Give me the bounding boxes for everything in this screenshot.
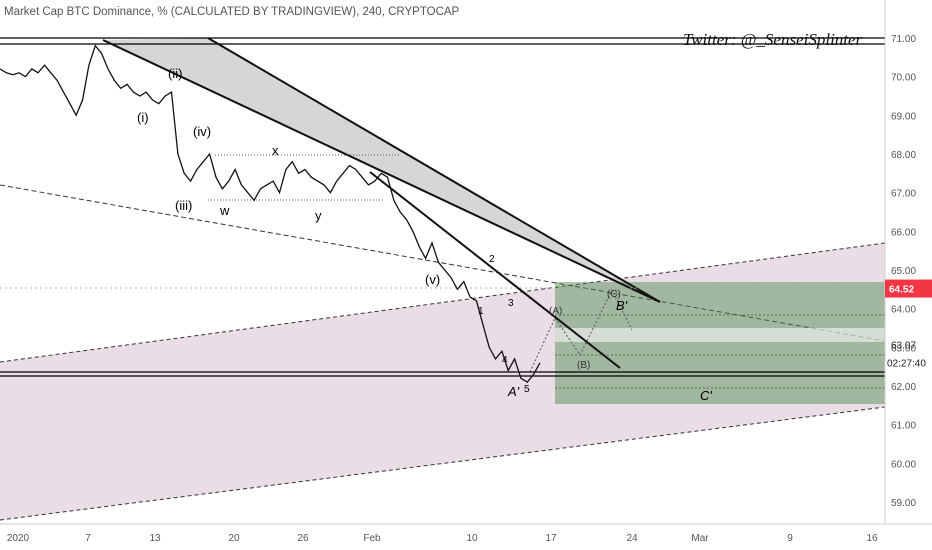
annotation-label: (ii) [168, 66, 182, 81]
projection-path [529, 288, 633, 373]
annotation-label: A' [507, 384, 520, 399]
x-tick-label: 10 [466, 533, 478, 544]
y-tick-label: 63.00 [891, 343, 916, 354]
x-tick-label: 26 [297, 533, 309, 544]
chart-title: Market Cap BTC Dominance, % (CALCULATED … [4, 6, 460, 18]
x-tick-label: 13 [149, 533, 161, 544]
x-tick-label: Mar [691, 533, 709, 544]
annotation-label: 2 [489, 254, 495, 265]
x-tick-label: 24 [626, 533, 638, 544]
x-tick-label: 20 [228, 533, 240, 544]
x-tick-label: 16 [866, 533, 878, 544]
annotation-label: (v) [425, 272, 440, 287]
x-tick-label: 17 [545, 533, 557, 544]
annotation-label: y [315, 208, 322, 223]
dashed-trendline [0, 184, 886, 342]
steep-downtrend-line [369, 171, 621, 369]
annotation-layer: (i) (ii) (iii) (iv) (v) w x y 1 2 3 4 5 A' B' C' (A) (B) (… [137, 66, 712, 403]
y-tick-label: 65.00 [891, 266, 916, 277]
x-tick-label: 2020 [7, 533, 30, 544]
y-tick-label: 70.00 [891, 73, 916, 84]
annotation-label: w [219, 203, 230, 218]
annotation-label: B' [616, 298, 628, 313]
channel-fill [0, 243, 885, 520]
annotation-label: (iv) [193, 124, 211, 139]
target-box-band [555, 328, 885, 342]
annotation-label: (B) [577, 360, 590, 371]
annotation-label: 3 [508, 298, 514, 309]
y-tick-label: 68.00 [891, 150, 916, 161]
annotation-label: (i) [137, 110, 149, 125]
channel-layer [0, 38, 886, 521]
level-label: 63.07 [891, 341, 916, 352]
y-tick-label: 61.00 [891, 421, 916, 432]
x-tick-label: Feb [363, 533, 381, 544]
price-badge-label: 64.52 [889, 285, 914, 296]
annotation-label: (A) [549, 306, 562, 317]
watermark-text: Twitter: @_SenseiSplinter [683, 30, 863, 49]
y-tick-label: 69.00 [891, 111, 916, 122]
annotation-label: 5 [524, 384, 530, 395]
x-tick-label: 9 [787, 533, 793, 544]
price-series-line [0, 44, 541, 383]
y-tick-label: 64.00 [891, 305, 916, 316]
y-tick-label: 59.00 [891, 498, 916, 509]
channel-upper-line [0, 242, 886, 363]
annotation-label: C' [700, 388, 712, 403]
series-layer [0, 44, 541, 383]
y-tick-label: 71.00 [891, 34, 916, 45]
y-tick-label: 67.00 [891, 189, 916, 200]
target-box-layer [529, 282, 885, 404]
trendline-layer [0, 37, 885, 377]
wedge-lower-line [102, 39, 661, 303]
y-tick-label: 62.00 [891, 382, 916, 393]
annotation-label: x [272, 143, 279, 158]
channel-lower-line [0, 406, 886, 521]
annotation-label: 1 [478, 306, 484, 317]
annotation-label: (iii) [175, 198, 192, 213]
annotation-label: (C) [607, 289, 621, 300]
y-axis-background [885, 0, 932, 550]
countdown-label: 02:27:40 [887, 359, 926, 370]
annotation-label: 4 [502, 355, 508, 366]
y-tick-label: 60.00 [891, 459, 916, 470]
target-box [555, 282, 885, 404]
wedge-upper-line [207, 37, 661, 303]
x-tick-label: 7 [85, 533, 91, 544]
y-tick-label: 66.00 [891, 227, 916, 238]
price-badge [885, 279, 932, 298]
